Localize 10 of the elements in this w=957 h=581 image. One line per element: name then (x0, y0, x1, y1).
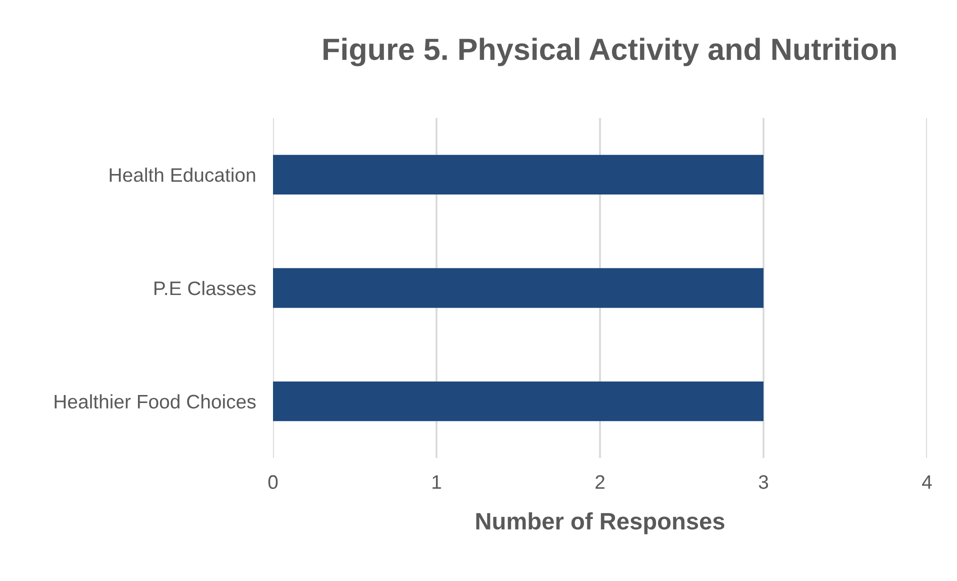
x-tick-label: 4 (922, 475, 932, 489)
y-tick-label: P.E Classes (154, 280, 256, 296)
x-tick-label: 1 (432, 475, 441, 489)
y-tick-label: Health Education (110, 168, 256, 182)
x-tick-label: 3 (758, 475, 768, 489)
y-tick-label: Healthier Food Choices (54, 394, 256, 409)
x-tick-label: 2 (596, 475, 604, 489)
chart-title: Figure 5. Physical Activity and Nutrition (324, 38, 896, 66)
x-tick-label: 0 (268, 475, 278, 489)
x-axis-title: Number of Responses (476, 512, 724, 534)
